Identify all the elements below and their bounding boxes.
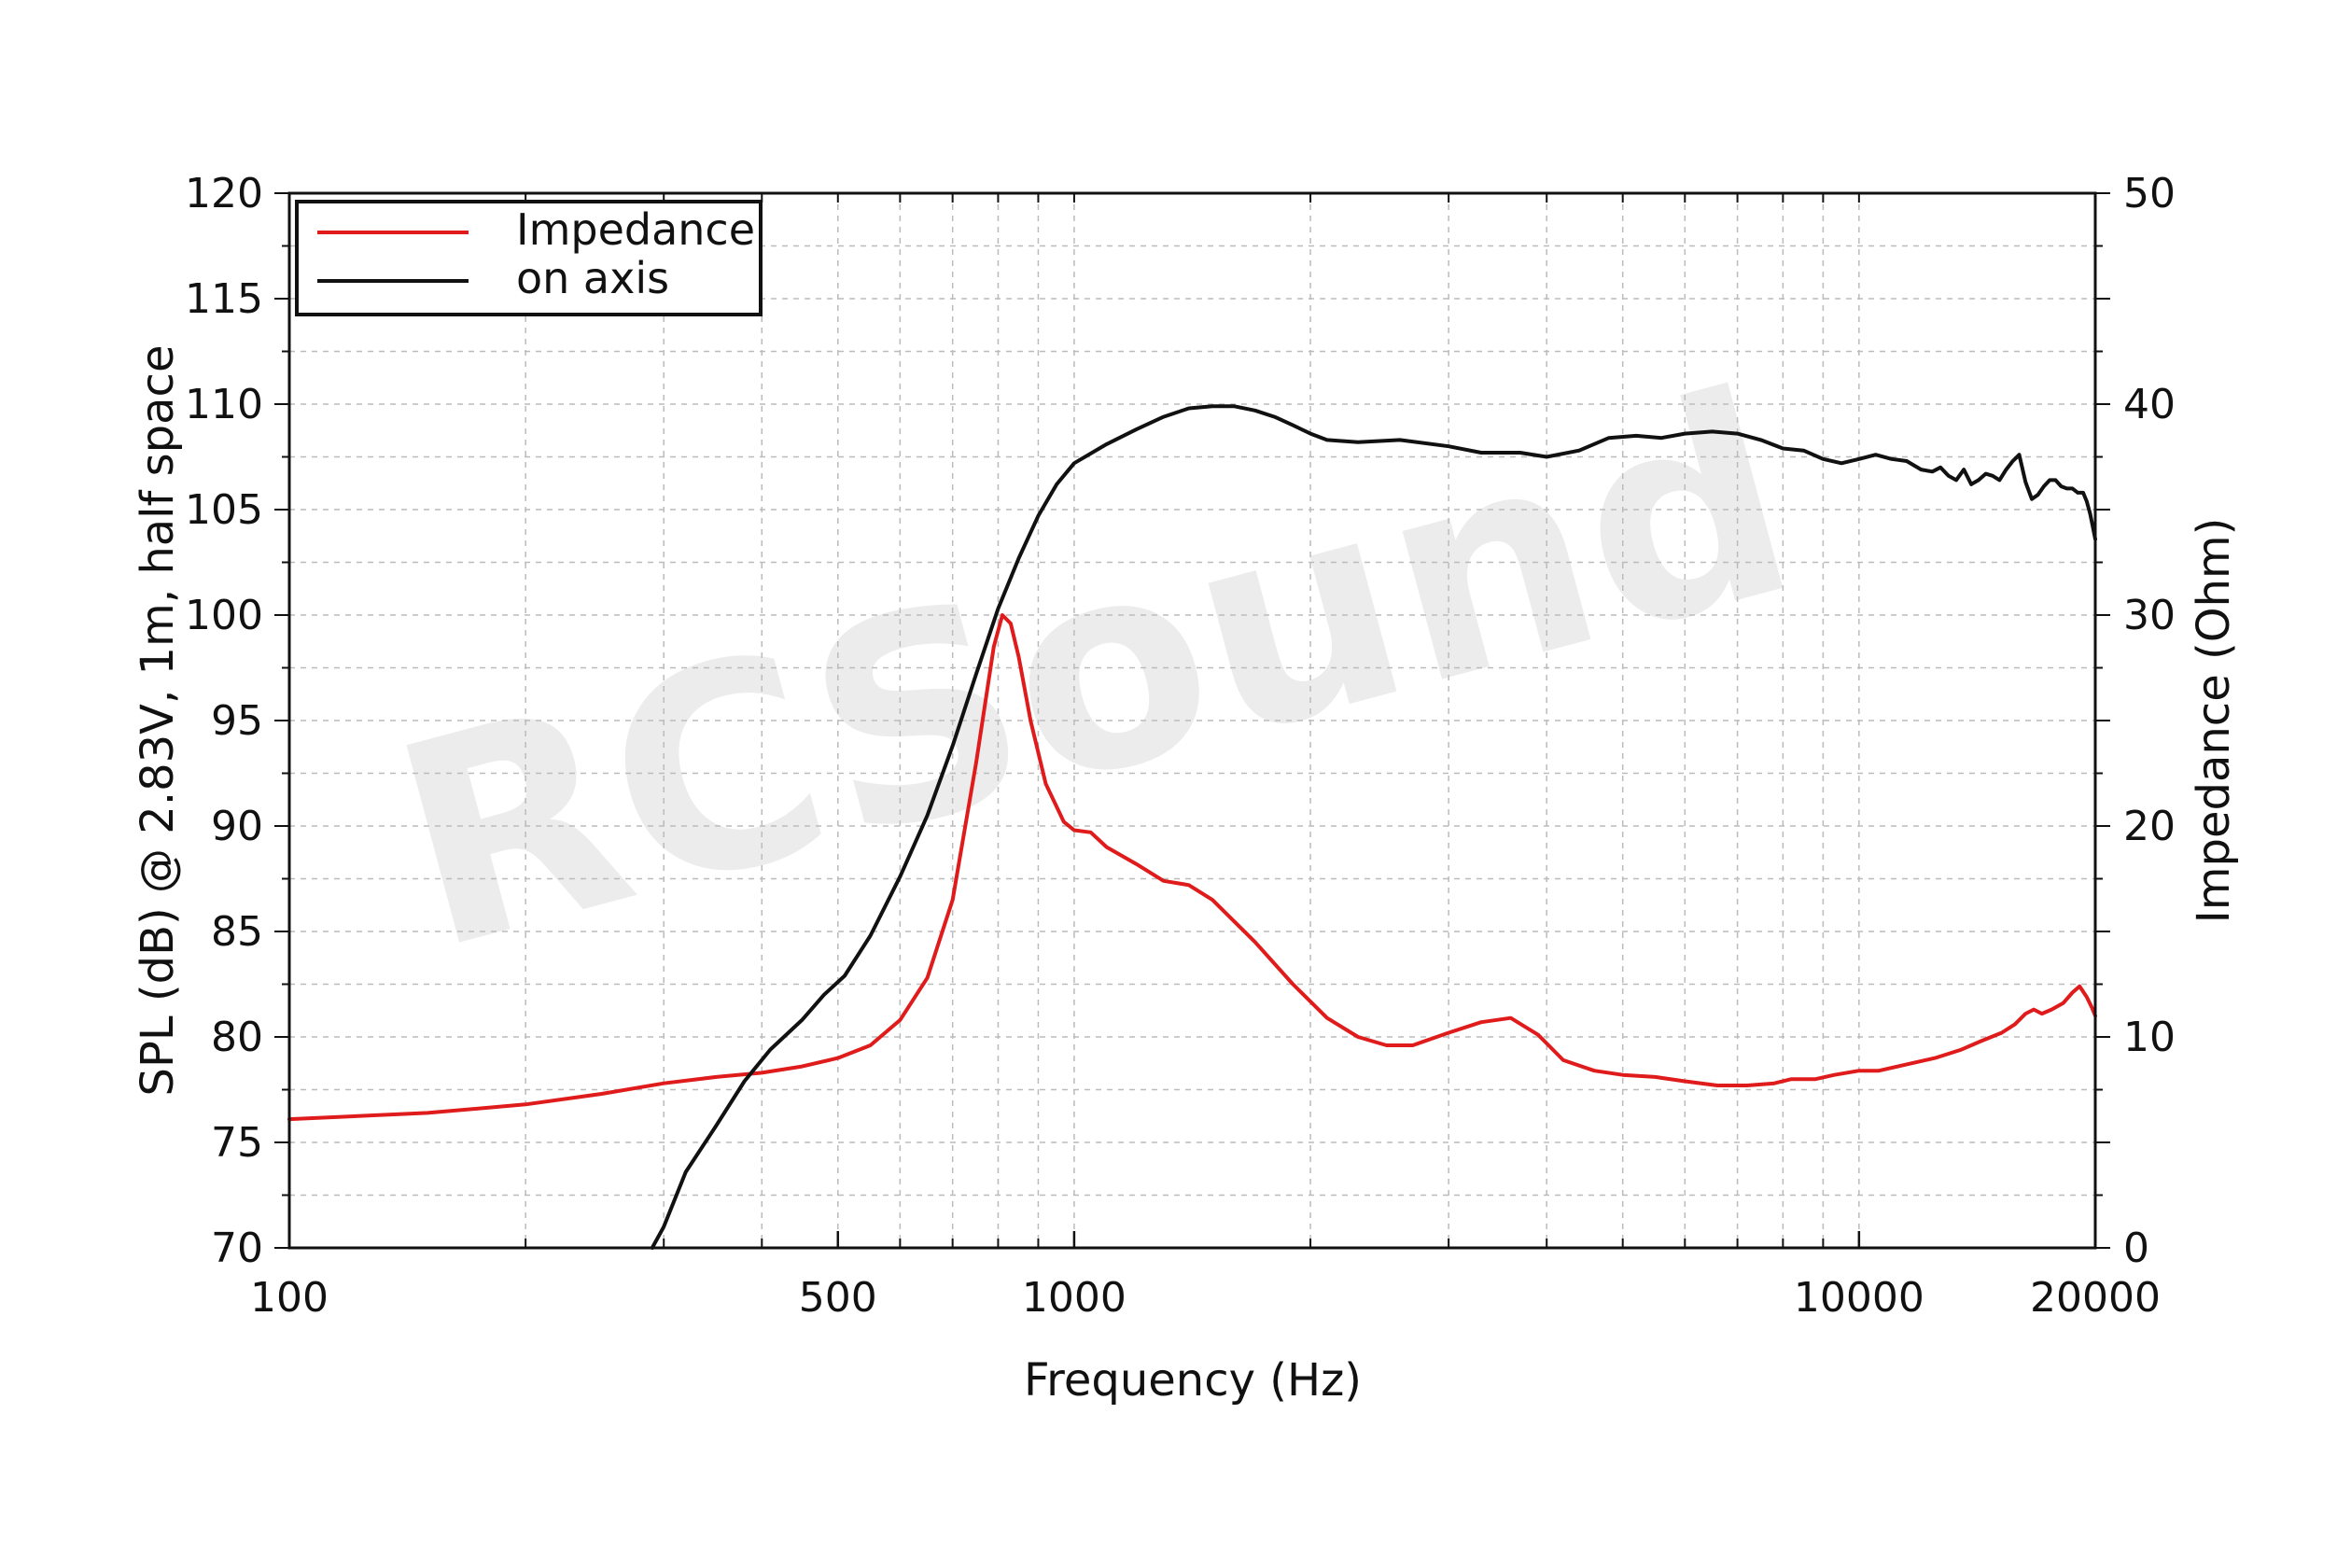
y-left-tick-label: 100 bbox=[185, 592, 263, 639]
x-tick-label: 20000 bbox=[2030, 1274, 2161, 1322]
x-tick-label: 1000 bbox=[1022, 1274, 1127, 1322]
x-tick-label: 100 bbox=[250, 1274, 329, 1322]
x-axis-title: Frequency (Hz) bbox=[1024, 1354, 1362, 1407]
y-left-tick-label: 110 bbox=[185, 381, 263, 428]
y-axis-title-left: SPL (dB) @ 2.83V, 1m, half space bbox=[132, 345, 184, 1097]
grid-lines bbox=[289, 193, 2095, 1248]
x-tick-label: 10000 bbox=[1794, 1274, 1924, 1322]
y-right-tick-label: 30 bbox=[2123, 592, 2176, 639]
legend-box bbox=[295, 200, 763, 316]
y-left-tick-label: 80 bbox=[211, 1014, 263, 1061]
y-left-tick-label: 115 bbox=[185, 275, 263, 323]
y-right-tick-label: 10 bbox=[2123, 1014, 2176, 1061]
legend: Impedance on axis bbox=[295, 200, 763, 316]
legend-label-on-axis: on axis bbox=[516, 253, 669, 303]
y-axis-title-right: Impedance (Ohm) bbox=[2188, 518, 2240, 924]
legend-label-impedance: Impedance bbox=[516, 204, 755, 255]
y-right-tick-label: 0 bbox=[2123, 1225, 2149, 1272]
y-right-tick-label: 20 bbox=[2123, 803, 2176, 850]
y-right-tick-label: 40 bbox=[2123, 381, 2176, 428]
watermark-text: RCSound bbox=[368, 331, 1823, 1014]
y-left-tick-label: 85 bbox=[211, 908, 263, 956]
y-left-tick-label: 95 bbox=[211, 697, 263, 745]
y-right-tick-label: 50 bbox=[2123, 170, 2176, 217]
series-line-on-axis bbox=[650, 404, 2097, 1250]
y-left-tick-label: 90 bbox=[211, 803, 263, 850]
y-left-tick-label: 70 bbox=[211, 1225, 263, 1272]
y-left-tick-label: 75 bbox=[211, 1119, 263, 1167]
series-lines bbox=[287, 404, 2097, 1250]
x-tick-label: 500 bbox=[799, 1274, 877, 1322]
series-line-impedance bbox=[287, 613, 2097, 1122]
y-left-tick-label: 120 bbox=[185, 170, 263, 217]
axis-ticks: 70 75 80 85 90 95 100 105 110 115 120 0 10 20 30 40 50 10… bbox=[185, 170, 2176, 1322]
y-left-tick-label: 105 bbox=[185, 486, 263, 534]
